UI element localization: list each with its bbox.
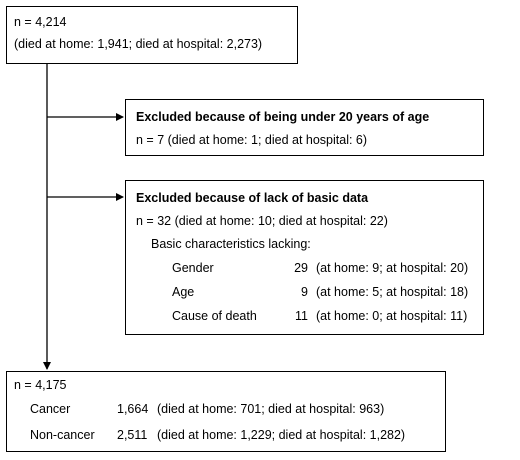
lacking-row-count: 29 <box>294 261 308 275</box>
final-row-detail: (died at home: 1,229; died at hospital: … <box>157 428 406 442</box>
final-row-label: Cancer <box>30 402 71 416</box>
exclusion-age-title: Excluded because of being under 20 years… <box>136 110 430 124</box>
initial-count: n = 4,214 <box>14 15 67 29</box>
initial-population-box: n = 4,214 (died at home: 1,941; died at … <box>6 6 298 64</box>
exclusion-data-subheading: Basic characteristics lacking: <box>151 237 311 251</box>
final-row-detail: (died at home: 701; died at hospital: 96… <box>157 402 385 416</box>
lacking-row-detail: (at home: 0; at hospital: 11) <box>316 309 468 323</box>
final-row-value: 2,511 <box>117 428 148 442</box>
lacking-row-detail: (at home: 9; at hospital: 20) <box>316 261 469 275</box>
exclusion-age-count: n = 7 (died at home: 1; died at hospital… <box>136 133 368 147</box>
final-count: n = 4,175 <box>14 378 67 392</box>
lacking-row-label: Gender <box>172 261 214 275</box>
lacking-row-count: 11 <box>295 309 308 323</box>
final-row-label: Non-cancer <box>30 428 95 442</box>
exclusion-data-title: Excluded because of lack of basic data <box>136 191 369 205</box>
final-row-value: 1,664 <box>117 402 149 416</box>
exclusion-data-box: Excluded because of lack of basic data n… <box>125 180 484 335</box>
lacking-row-label: Age <box>172 285 195 299</box>
exclusion-data-count: n = 32 (died at home: 10; died at hospit… <box>136 214 388 228</box>
lacking-row-count: 9 <box>301 285 308 299</box>
exclusion-age-box: Excluded because of being under 20 years… <box>125 99 484 156</box>
final-population-box: n = 4,175 Cancer 1,664 (died at home: 70… <box>6 371 446 452</box>
initial-breakdown: (died at home: 1,941; died at hospital: … <box>14 37 263 51</box>
lacking-row-detail: (at home: 5; at hospital: 18) <box>316 285 469 299</box>
lacking-row-label: Cause of death <box>172 309 257 323</box>
